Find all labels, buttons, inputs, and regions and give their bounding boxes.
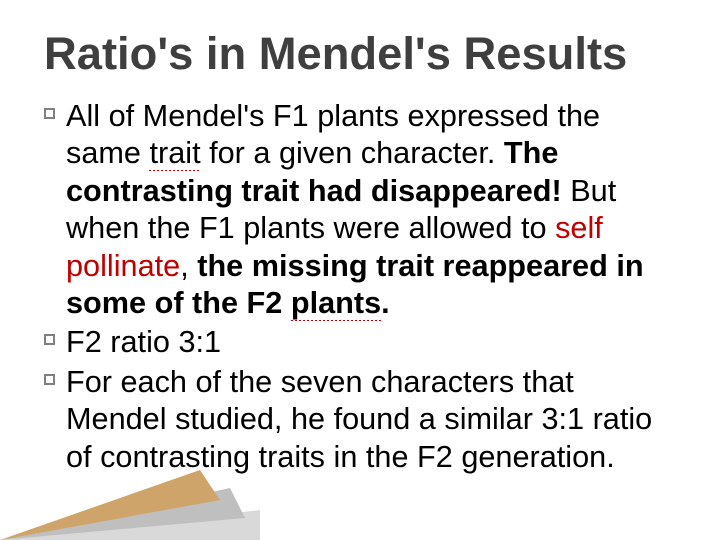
bullet-marker-icon [44,334,55,345]
bullet-marker-icon [44,108,55,119]
bullet-text: All of Mendel's F1 plants expressed the … [66,99,644,321]
wedge-layer-3 [0,470,220,540]
bullet-item: All of Mendel's F1 plants expressed the … [44,98,676,322]
bullet-text: For each of the seven characters that Me… [66,365,652,474]
bullet-marker-icon [44,374,55,385]
wedge-layer-1 [0,510,260,540]
bullet-item: F2 ratio 3:1 [44,324,676,361]
slide: Ratio's in Mendel's Results All of Mende… [0,0,720,540]
bullet-text: F2 ratio 3:1 [66,325,221,359]
slide-title: Ratio's in Mendel's Results [44,28,676,80]
text-run: trait [149,136,200,171]
text-run: plants [291,286,381,321]
body-text: All of Mendel's F1 plants expressed the … [44,98,676,476]
decorative-wedge [0,470,260,540]
wedge-layer-2 [0,488,245,540]
text-run: , [180,249,197,283]
bullet-item: For each of the seven characters that Me… [44,364,676,476]
text-run: F2 ratio 3:1 [66,325,221,359]
text-run: For each of the seven characters that Me… [66,365,652,474]
text-run: . [381,286,390,320]
text-run: for a given character. [201,136,504,170]
